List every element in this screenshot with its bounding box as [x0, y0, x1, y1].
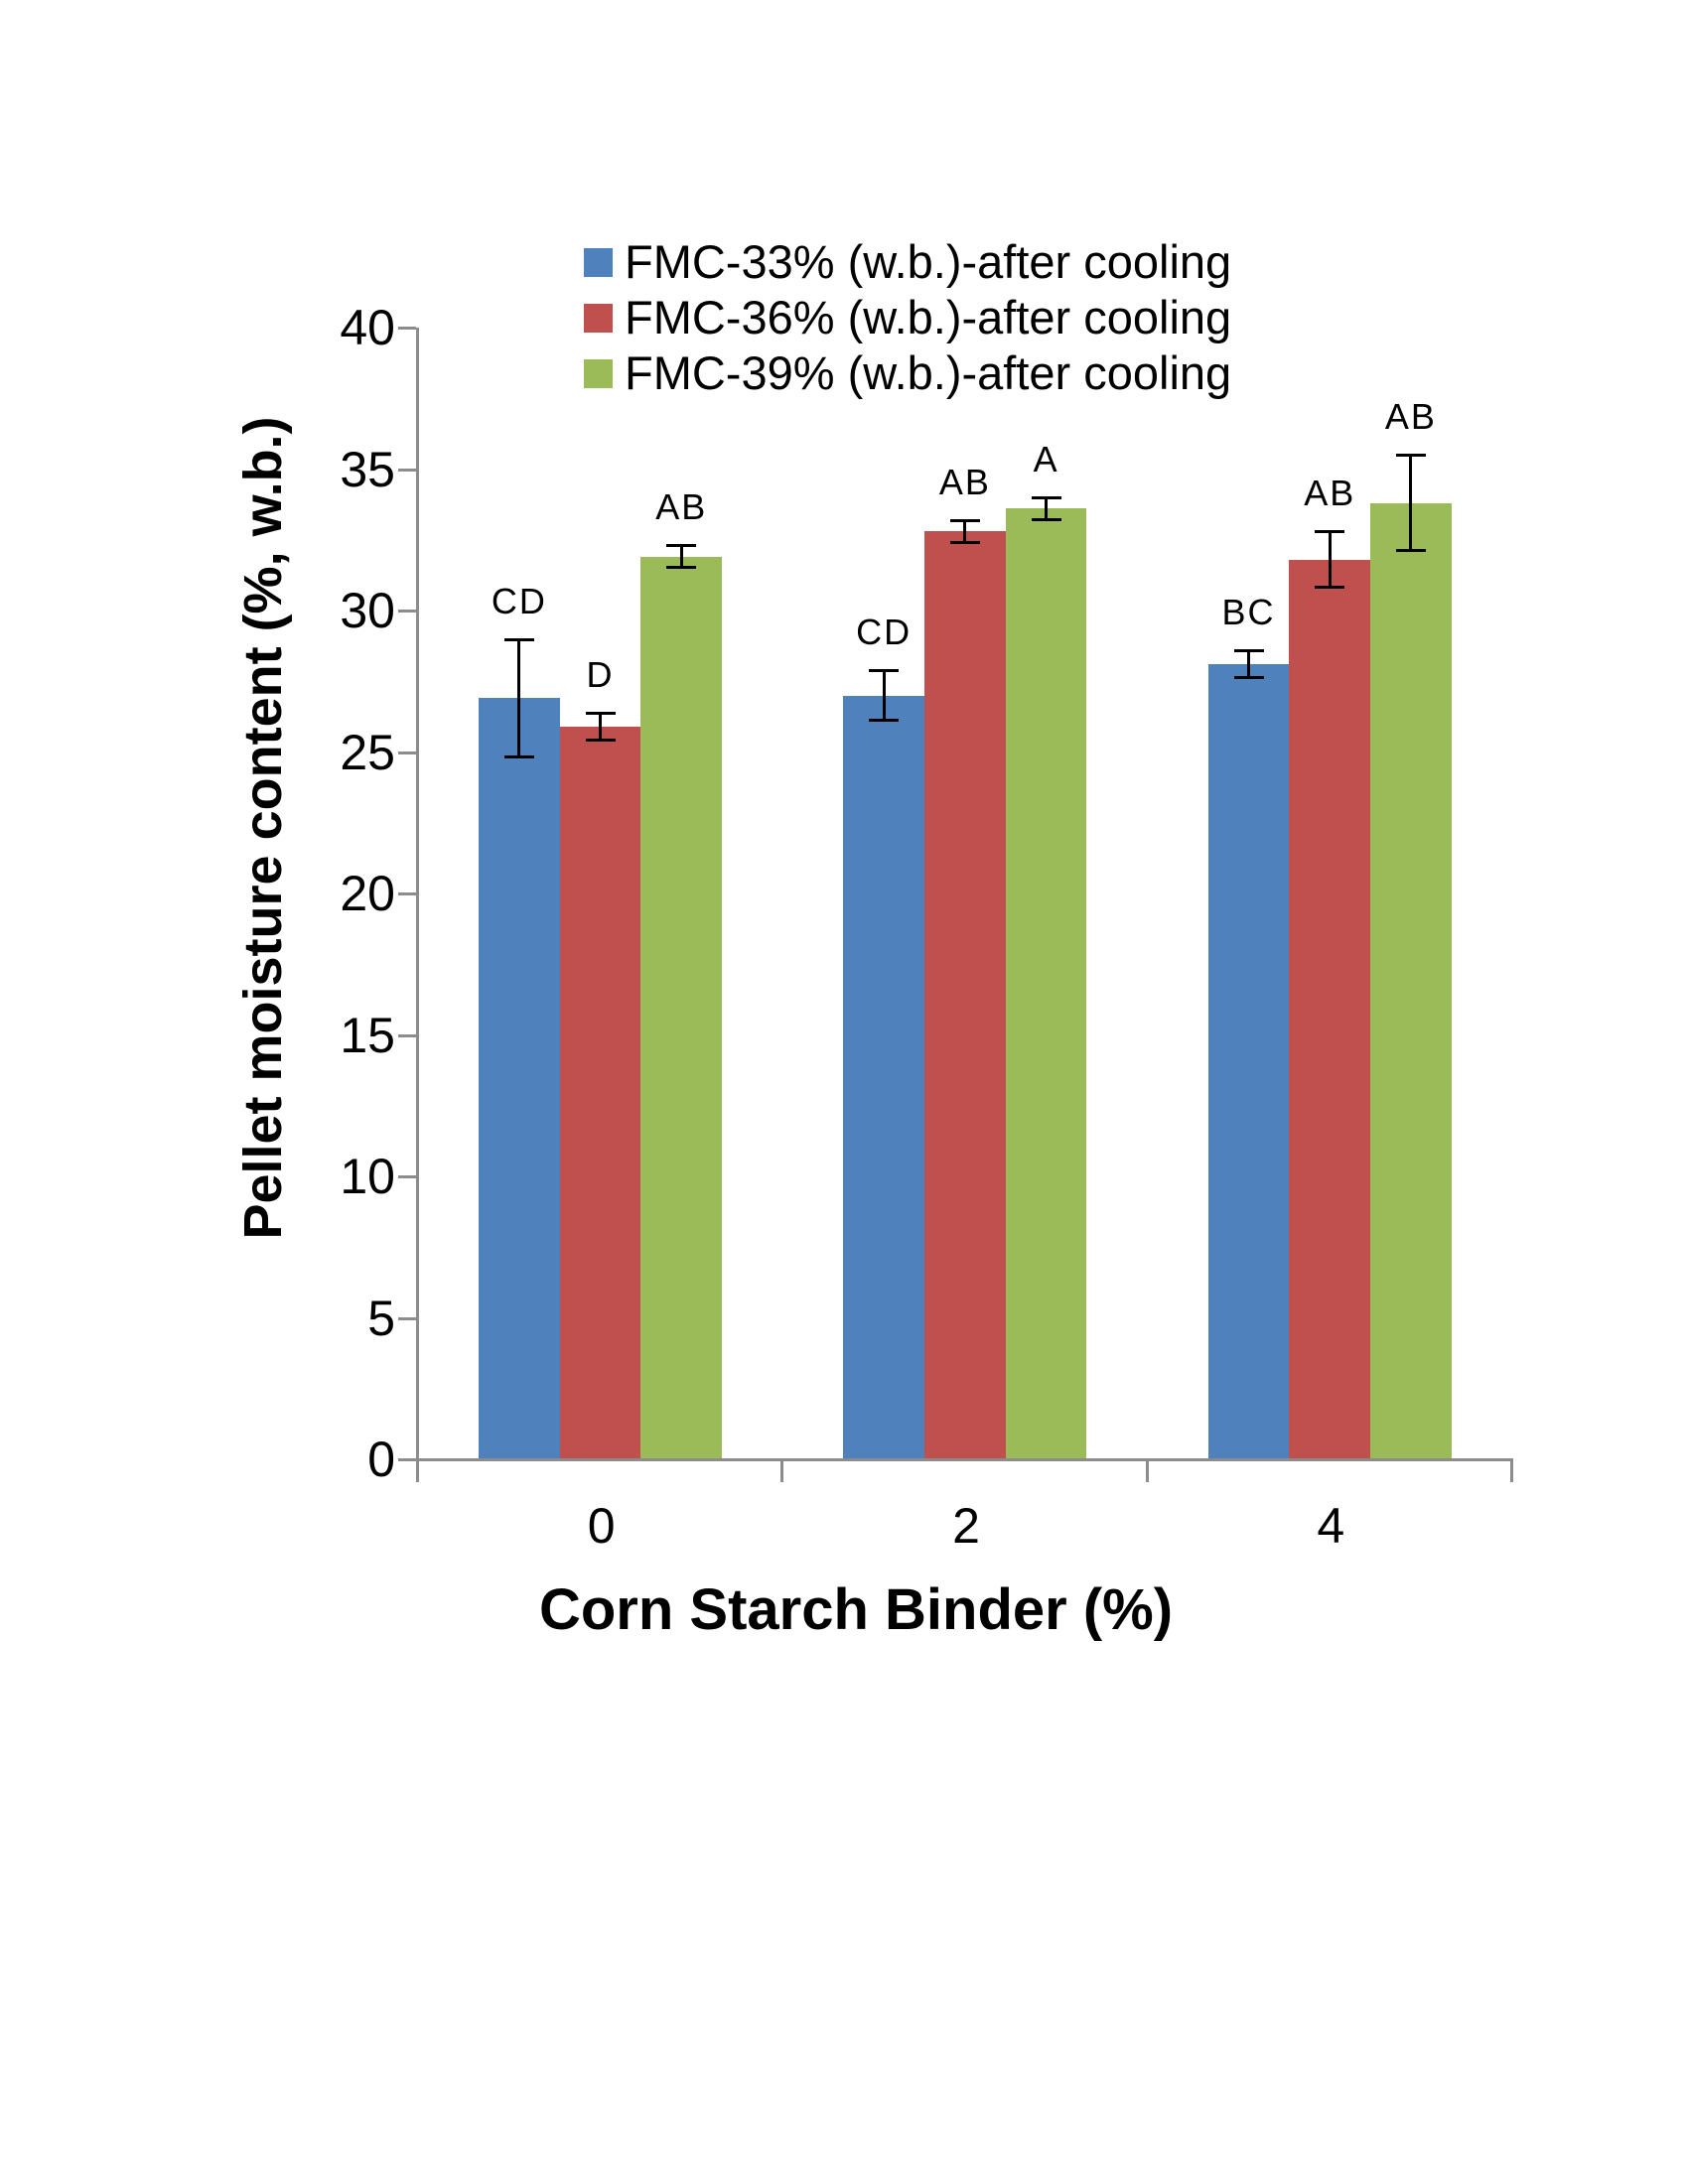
legend-label: FMC-33% (w.b.)-after cooling: [625, 235, 1232, 288]
error-bar-vertical: [1409, 455, 1413, 552]
y-tick-label: 15: [340, 1007, 395, 1063]
bar-series3-cat3: [1370, 502, 1452, 1459]
y-tick: [398, 892, 416, 895]
y-tick-label: 20: [340, 866, 395, 921]
bar-series2-cat3: [1289, 559, 1371, 1459]
significance-label: CD: [491, 580, 547, 621]
error-bar-cap-top: [585, 711, 616, 715]
error-bar-vertical: [517, 638, 521, 758]
error-bar-cap-bottom: [869, 719, 900, 723]
x-category-label: 0: [587, 1498, 616, 1554]
legend-color-swatch: [584, 247, 613, 277]
error-bar-cap-top: [949, 518, 980, 522]
error-bar-cap-top: [1395, 454, 1426, 458]
error-bar-cap-bottom: [1233, 676, 1264, 680]
y-tick: [398, 1033, 416, 1037]
error-bar-vertical: [599, 712, 603, 742]
error-bar-cap-top: [1315, 530, 1345, 534]
error-bar-vertical: [882, 669, 886, 722]
significance-label: BC: [1221, 591, 1276, 632]
y-tick: [398, 468, 416, 472]
legend-label: FMC-39% (w.b.)-after cooling: [625, 346, 1232, 399]
error-bar-vertical: [1247, 649, 1251, 679]
legend-color-swatch: [584, 303, 613, 333]
error-bar-cap-bottom: [666, 566, 697, 570]
x-category-label: 4: [1317, 1498, 1345, 1554]
bar-series1-cat3: [1207, 664, 1290, 1459]
y-tick: [398, 751, 416, 754]
error-bar-cap-bottom: [949, 540, 980, 544]
y-tick: [398, 1458, 416, 1461]
y-tick: [398, 1175, 416, 1178]
significance-label: AB: [655, 486, 708, 528]
error-bar-vertical: [679, 545, 683, 569]
x-axis-line: [416, 1458, 1513, 1461]
y-tick: [398, 610, 416, 613]
significance-label: A: [1033, 439, 1059, 479]
error-bar-vertical: [963, 519, 967, 543]
bar-series3-cat2: [1005, 508, 1087, 1459]
error-bar-cap-bottom: [585, 739, 616, 743]
legend-item: FMC-33% (w.b.)-after cooling: [584, 234, 1231, 290]
x-tick: [780, 1460, 784, 1482]
y-tick-label: 5: [367, 1290, 395, 1346]
y-tick-label: 30: [340, 583, 395, 638]
legend-label: FMC-36% (w.b.)-after cooling: [625, 291, 1232, 343]
significance-label: AB: [938, 461, 991, 502]
error-bar-cap-bottom: [1395, 549, 1426, 553]
x-category-label: 2: [952, 1498, 980, 1554]
significance-label: AB: [1304, 473, 1356, 514]
error-bar-cap-top: [1233, 648, 1264, 652]
y-tick: [398, 1316, 416, 1320]
x-tick: [1510, 1460, 1513, 1482]
legend-item: FMC-39% (w.b.)-after cooling: [584, 345, 1231, 401]
legend: FMC-33% (w.b.)-after cooling FMC-36% (w.b…: [584, 234, 1231, 401]
bar-series3-cat1: [640, 556, 723, 1459]
y-axis-line: [416, 328, 419, 1461]
y-tick-label: 40: [340, 300, 395, 355]
error-bar-cap-bottom: [503, 755, 534, 759]
significance-label: D: [586, 653, 615, 695]
bar-series2-cat1: [559, 726, 641, 1459]
error-bar-vertical: [1045, 497, 1049, 520]
x-tick: [416, 1460, 419, 1482]
bar-series1-cat1: [479, 698, 560, 1459]
y-tick: [398, 327, 416, 330]
error-bar-cap-top: [666, 544, 697, 548]
error-bar-cap-top: [1031, 496, 1061, 499]
legend-item: FMC-36% (w.b.)-after cooling: [584, 290, 1231, 345]
error-bar-vertical: [1328, 531, 1332, 589]
error-bar-cap-top: [503, 637, 534, 641]
bar-series2-cat2: [924, 531, 1006, 1459]
y-tick-label: 10: [340, 1149, 395, 1204]
y-tick-label: 35: [340, 441, 395, 497]
significance-label: CD: [856, 611, 913, 652]
bar-series1-cat2: [843, 695, 925, 1459]
y-tick-label: 0: [367, 1432, 395, 1487]
y-tick-label: 25: [340, 724, 395, 780]
error-bar-cap-bottom: [1031, 517, 1061, 521]
error-bar-cap-bottom: [1315, 586, 1345, 590]
error-bar-cap-top: [869, 668, 900, 672]
x-axis-title: Corn Starch Binder (%): [538, 1577, 1174, 1642]
x-tick: [1145, 1460, 1149, 1482]
significance-label: AB: [1384, 396, 1437, 438]
legend-color-swatch: [584, 358, 613, 388]
